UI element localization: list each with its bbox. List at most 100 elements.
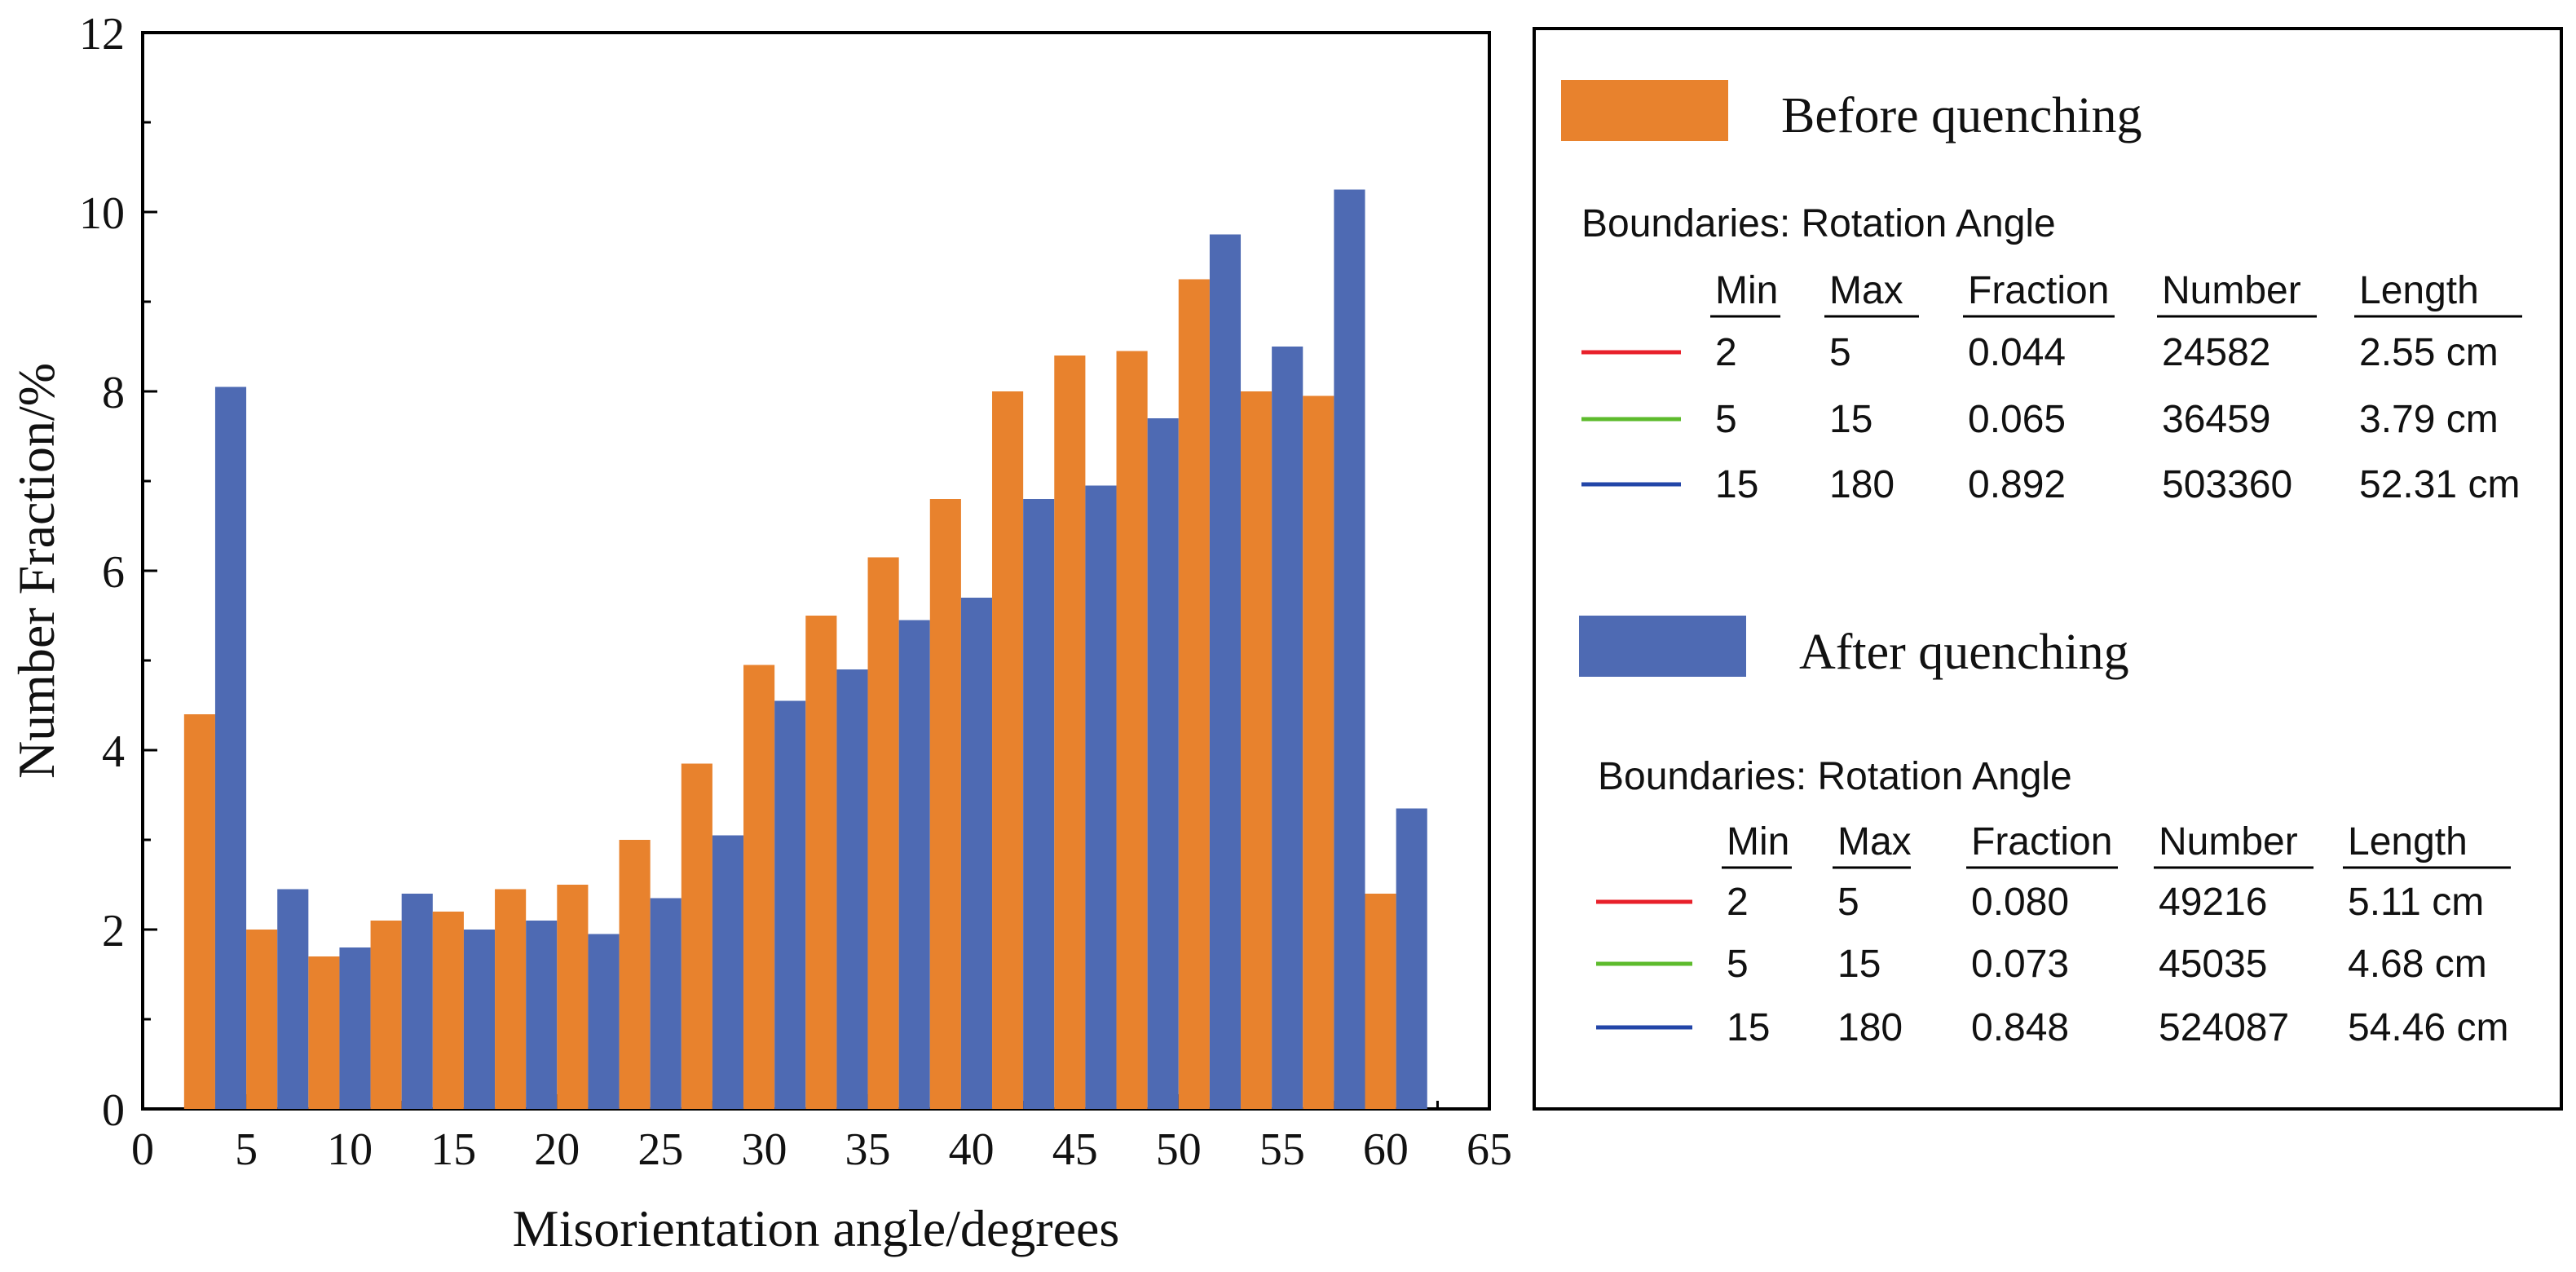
table-cell: 0.044 bbox=[1968, 331, 2066, 374]
table-cell: 15 bbox=[1829, 398, 1872, 441]
bar-after-quenching bbox=[526, 921, 558, 1109]
bar-after-quenching bbox=[1272, 347, 1303, 1109]
table-header: Length bbox=[2359, 269, 2479, 312]
legend: Before quenching Boundaries: Rotation An… bbox=[1533, 27, 2563, 1111]
x-axis-label: Misorientation angle/degrees bbox=[513, 1199, 1120, 1257]
table-cell: 49216 bbox=[2159, 881, 2267, 924]
x-axis: 0 5 10 15 20 25 30 35 40 45 50 55 60 65 bbox=[131, 1094, 1512, 1175]
y-tick-label: 12 bbox=[79, 9, 125, 60]
x-tick-label: 40 bbox=[949, 1124, 995, 1175]
x-tick-label: 0 bbox=[131, 1124, 154, 1175]
y-tick-label: 8 bbox=[102, 368, 125, 418]
table-header: Min bbox=[1727, 820, 1789, 863]
table-header: Number bbox=[2162, 269, 2301, 312]
legend-table-title-before: Boundaries: Rotation Angle bbox=[1581, 202, 2056, 245]
bar-before-quenching bbox=[1303, 395, 1334, 1109]
bar-after-quenching bbox=[1334, 189, 1365, 1109]
legend-after: After quenching Boundaries: Rotation Ang… bbox=[1579, 616, 2511, 1049]
table-cell: 3.79 cm bbox=[2359, 398, 2499, 441]
bar-after-quenching bbox=[774, 700, 806, 1109]
x-tick-label: 35 bbox=[845, 1124, 891, 1175]
bar-after-quenching bbox=[463, 930, 496, 1109]
x-tick-label: 55 bbox=[1259, 1124, 1305, 1175]
bar-before-quenching bbox=[557, 885, 589, 1109]
table-cell: 0.848 bbox=[1971, 1006, 2069, 1049]
y-axis: 0 2 4 6 8 10 12 bbox=[79, 9, 157, 1136]
bar-before-quenching bbox=[867, 557, 899, 1109]
legend-label-after: After quenching bbox=[1799, 625, 2129, 680]
bar-before-quenching bbox=[805, 616, 837, 1109]
y-tick-label: 10 bbox=[79, 188, 125, 239]
table-cell: 15 bbox=[1715, 463, 1758, 506]
table-cell: 180 bbox=[1829, 463, 1895, 506]
legend-frame bbox=[1533, 27, 2563, 1111]
x-tick-label: 65 bbox=[1467, 1124, 1512, 1175]
bar-before-quenching bbox=[432, 912, 464, 1109]
table-cell: 5 bbox=[1837, 881, 1859, 924]
boundary-table-before: Min Max Fraction Number Length 2 5 0.044 24582 2.… bbox=[1581, 269, 2522, 506]
bar-after-quenching bbox=[1085, 485, 1117, 1109]
y-tick-label: 2 bbox=[102, 906, 125, 956]
table-header: Length bbox=[2348, 820, 2468, 863]
x-tick-label: 60 bbox=[1363, 1124, 1409, 1175]
bar-after-quenching bbox=[836, 669, 868, 1109]
table-cell: 15 bbox=[1727, 1006, 1770, 1049]
boundary-table-after: Min Max Fraction Number Length 2 5 0.080 49216 5.… bbox=[1596, 820, 2511, 1049]
bar-after-quenching bbox=[588, 934, 620, 1109]
table-cell: 524087 bbox=[2159, 1006, 2289, 1049]
bar-after-quenching bbox=[1209, 234, 1242, 1109]
y-axis-label: Number Fraction/% bbox=[7, 363, 65, 779]
x-tick-label: 45 bbox=[1052, 1124, 1098, 1175]
x-tick-label: 20 bbox=[534, 1124, 580, 1175]
bar-after-quenching bbox=[214, 386, 247, 1109]
y-tick-label: 4 bbox=[102, 727, 125, 777]
bar-before-quenching bbox=[1241, 391, 1273, 1109]
x-tick-label: 5 bbox=[235, 1124, 258, 1175]
bar-after-quenching bbox=[650, 898, 681, 1109]
table-cell: 45035 bbox=[2159, 943, 2267, 986]
table-cell: 2 bbox=[1715, 331, 1737, 374]
bar-after-quenching bbox=[712, 835, 744, 1109]
x-tick-label: 10 bbox=[327, 1124, 373, 1175]
bar-before-quenching bbox=[929, 499, 961, 1109]
bar-after-quenching bbox=[401, 894, 433, 1109]
bar-before-quenching bbox=[992, 391, 1024, 1109]
bar-before-quenching bbox=[370, 921, 402, 1109]
table-cell: 5.11 cm bbox=[2348, 881, 2484, 924]
table-cell: 5 bbox=[1829, 331, 1851, 374]
table-header: Max bbox=[1837, 820, 1912, 863]
legend-table-title-after: Boundaries: Rotation Angle bbox=[1598, 755, 2072, 798]
bar-before-quenching bbox=[681, 763, 712, 1109]
table-cell: 5 bbox=[1727, 943, 1749, 986]
legend-swatch-before bbox=[1561, 80, 1728, 141]
bar-after-quenching bbox=[1023, 499, 1055, 1109]
table-header: Number bbox=[2159, 820, 2298, 863]
bar-before-quenching bbox=[743, 665, 775, 1109]
table-cell: 5 bbox=[1715, 398, 1737, 441]
bar-after-quenching bbox=[898, 620, 930, 1109]
bar-before-quenching bbox=[246, 930, 278, 1109]
table-cell: 0.892 bbox=[1968, 463, 2066, 506]
bar-after-quenching bbox=[1147, 418, 1179, 1109]
table-cell: 0.065 bbox=[1968, 398, 2066, 441]
y-tick-label: 0 bbox=[102, 1085, 125, 1136]
table-cell: 15 bbox=[1837, 943, 1881, 986]
x-tick-label: 25 bbox=[637, 1124, 683, 1175]
table-cell: 36459 bbox=[2162, 398, 2270, 441]
x-tick-label: 15 bbox=[430, 1124, 476, 1175]
bar-group bbox=[183, 189, 1427, 1109]
bar-before-quenching bbox=[1365, 894, 1396, 1109]
table-cell: 54.46 cm bbox=[2348, 1006, 2508, 1049]
legend-before: Before quenching Boundaries: Rotation An… bbox=[1561, 80, 2522, 506]
bar-before-quenching bbox=[619, 840, 651, 1109]
table-cell: 52.31 cm bbox=[2359, 463, 2520, 506]
legend-label-before: Before quenching bbox=[1781, 88, 2142, 144]
table-cell: 4.68 cm bbox=[2348, 943, 2487, 986]
bar-before-quenching bbox=[495, 889, 527, 1109]
bar-after-quenching bbox=[277, 889, 309, 1109]
bar-before-quenching bbox=[308, 956, 340, 1109]
table-cell: 24582 bbox=[2162, 331, 2270, 374]
table-header: Fraction bbox=[1968, 269, 2109, 312]
bar-before-quenching bbox=[1116, 351, 1148, 1109]
